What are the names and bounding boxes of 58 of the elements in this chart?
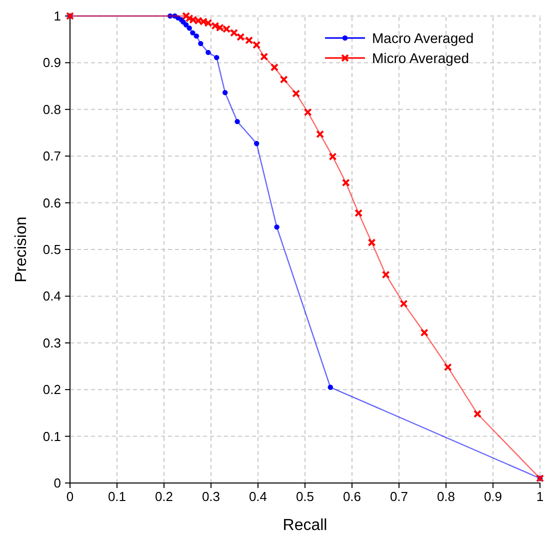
y-axis-title: Precision — [13, 216, 30, 282]
point — [168, 13, 173, 19]
point — [274, 224, 280, 230]
point — [234, 118, 240, 124]
point — [444, 363, 452, 372]
point — [342, 178, 350, 187]
point — [183, 22, 189, 28]
y-tick-label: 0.7 — [42, 148, 61, 164]
x-tick-label: 1 — [536, 489, 544, 504]
y-tick-label: 0.5 — [42, 242, 61, 257]
x-tick-label: 0.5 — [296, 489, 314, 504]
legend-label: Micro Averaged — [372, 50, 470, 66]
point — [214, 54, 220, 60]
point — [280, 76, 288, 84]
point — [368, 238, 376, 246]
x-tick-label: 0.8 — [436, 489, 456, 504]
x-tick-label: 0.6 — [342, 489, 362, 504]
point — [400, 300, 408, 308]
point — [236, 33, 245, 42]
y-tick-label: 1 — [54, 8, 61, 24]
x-tick-label: 0.4 — [248, 489, 268, 504]
point — [382, 270, 390, 279]
x-tick-label: 0.7 — [390, 489, 408, 504]
y-tick-label: 0.1 — [42, 428, 61, 444]
point — [304, 108, 312, 116]
x-axis-title: Recall — [282, 517, 328, 534]
point — [245, 36, 254, 44]
point — [186, 26, 192, 31]
x-tick-label: 0.2 — [154, 489, 174, 504]
point — [222, 90, 228, 96]
point — [420, 328, 428, 337]
point — [292, 90, 300, 98]
point — [230, 28, 238, 37]
x-tick-label: 0.9 — [484, 489, 502, 504]
point — [316, 130, 324, 138]
point — [354, 209, 363, 218]
x-tick-label: 0.1 — [108, 489, 126, 504]
point — [328, 384, 333, 390]
y-tick-label: 0.3 — [42, 335, 61, 350]
point — [260, 52, 268, 61]
y-tick-label: 0.8 — [42, 102, 61, 117]
y-tick-label: 0 — [54, 476, 61, 490]
point — [270, 63, 278, 72]
point — [252, 40, 261, 49]
y-tick-label: 0.2 — [42, 382, 61, 398]
legend-label: Macro Averaged — [372, 30, 474, 46]
point — [198, 40, 204, 46]
point — [190, 30, 196, 36]
x-tick-label: 0.3 — [202, 489, 220, 504]
point — [254, 140, 260, 146]
y-tick-label: 0.9 — [42, 55, 61, 70]
point — [473, 410, 482, 418]
point — [328, 152, 337, 161]
point — [194, 33, 200, 39]
point — [206, 50, 211, 56]
x-tick-label: 0 — [66, 489, 74, 504]
y-tick-label: 0.4 — [42, 288, 61, 304]
y-tick-label: 0.6 — [42, 195, 61, 210]
